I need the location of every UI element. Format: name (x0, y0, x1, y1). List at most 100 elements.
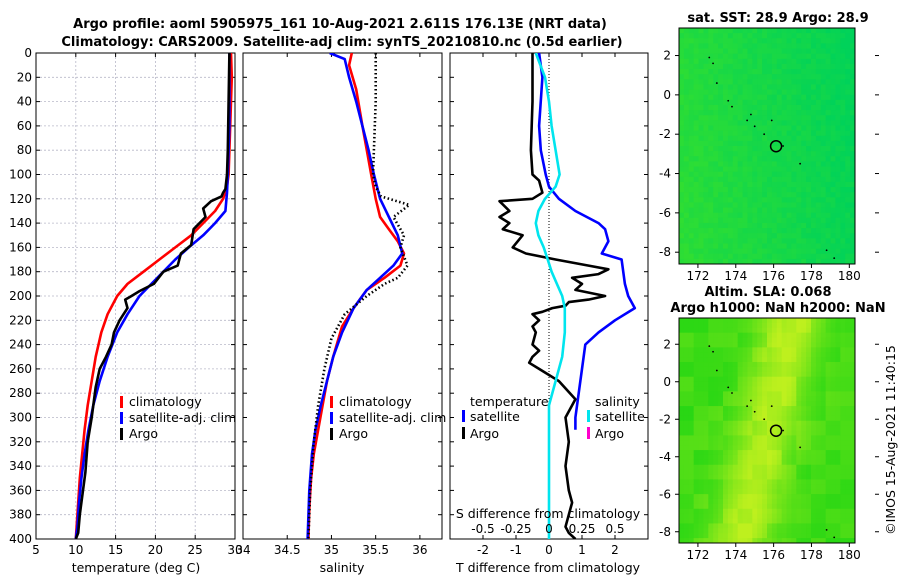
map-cell (835, 84, 841, 91)
map-cell (747, 376, 753, 383)
map-cell (683, 435, 690, 441)
map-cell (815, 63, 822, 70)
map-cell (811, 130, 817, 137)
map-y-tick-label: 2 (663, 337, 671, 351)
map-cell (723, 58, 729, 65)
map-cell (781, 43, 788, 50)
map-cell (757, 410, 763, 417)
map-cell (801, 48, 807, 55)
map-cell (835, 258, 841, 265)
map-cell (757, 337, 763, 343)
map-cell (679, 459, 685, 466)
map-cell (830, 222, 836, 229)
map-cell (840, 58, 846, 65)
map-cell (708, 146, 714, 152)
map-cell (688, 28, 695, 34)
map-cell (801, 410, 807, 417)
map-cell (752, 528, 758, 534)
map-cell (811, 513, 817, 520)
map-cell (688, 371, 695, 378)
map-cell (713, 94, 719, 101)
map-cell (811, 440, 817, 446)
map-cell (811, 376, 817, 383)
map-cell (771, 479, 778, 485)
map-cell (786, 253, 792, 260)
map-cell (767, 386, 773, 392)
map-cell (786, 161, 792, 168)
map-cell (762, 38, 768, 44)
map-cell (786, 513, 792, 520)
map-cell (693, 332, 700, 339)
map-cell (727, 222, 734, 229)
map-cell (747, 146, 753, 152)
map-cell (801, 322, 807, 329)
map-x-tick-label: 176 (762, 548, 785, 562)
map-cell (806, 58, 812, 65)
map-cell (840, 130, 846, 137)
map-cell (742, 430, 748, 436)
map-cell (752, 120, 758, 126)
map-cell (815, 79, 822, 85)
map-y-tick-label: -6 (659, 206, 671, 220)
map-cell (762, 69, 768, 75)
map-cell (762, 238, 768, 244)
map-cell (796, 454, 802, 461)
map-cell (742, 217, 748, 224)
map-cell (713, 342, 719, 348)
map-cell (825, 435, 832, 441)
map-cell (781, 362, 788, 368)
map-cell (815, 533, 822, 539)
map-cell (708, 420, 714, 427)
map-cell (683, 156, 690, 162)
map-cell (747, 151, 753, 157)
map-cell (693, 479, 700, 485)
map-cell (757, 207, 763, 214)
map-cell (811, 474, 817, 480)
map-cell (820, 420, 827, 427)
map-cell (737, 38, 744, 44)
y-tick-label: 360 (9, 483, 32, 497)
map-cell (820, 357, 827, 363)
map-cell (683, 459, 690, 466)
map-cell (698, 508, 704, 515)
map-cell (683, 69, 690, 75)
map-cell (820, 381, 827, 387)
map-cell (820, 120, 827, 126)
map-cell (786, 425, 792, 431)
map-cell (718, 498, 724, 505)
map-cell (830, 498, 836, 505)
map-cell (796, 528, 802, 534)
map-cell (820, 513, 827, 520)
map-cell (835, 69, 841, 75)
map-cell (786, 479, 792, 485)
map-cell (820, 140, 827, 147)
map-cell (693, 125, 700, 132)
map-cell (742, 33, 748, 39)
map-cell (786, 362, 792, 368)
map-cell (732, 38, 739, 44)
map-cell (688, 33, 695, 39)
map-cell (762, 401, 768, 407)
map-cell (727, 327, 734, 334)
map-cell (830, 253, 836, 260)
map-cell (742, 464, 748, 471)
map-cell (791, 222, 797, 229)
x-tick-label: 35.5 (362, 543, 389, 557)
map-cell (767, 212, 773, 219)
map-cell (850, 38, 856, 44)
map-cell (811, 248, 817, 255)
map-cell (762, 381, 768, 387)
map-cell (708, 386, 714, 392)
map-cell (679, 243, 685, 250)
map-cell (801, 217, 807, 224)
map-cell (703, 450, 709, 456)
map-cell (762, 352, 768, 358)
map-cell (713, 197, 719, 203)
map-cell (806, 459, 812, 466)
map-cell (708, 366, 714, 373)
map-cell (703, 420, 709, 427)
map-cell (811, 202, 817, 209)
map-cell (840, 74, 846, 80)
map-cell (727, 508, 734, 515)
map-cell (679, 352, 685, 358)
